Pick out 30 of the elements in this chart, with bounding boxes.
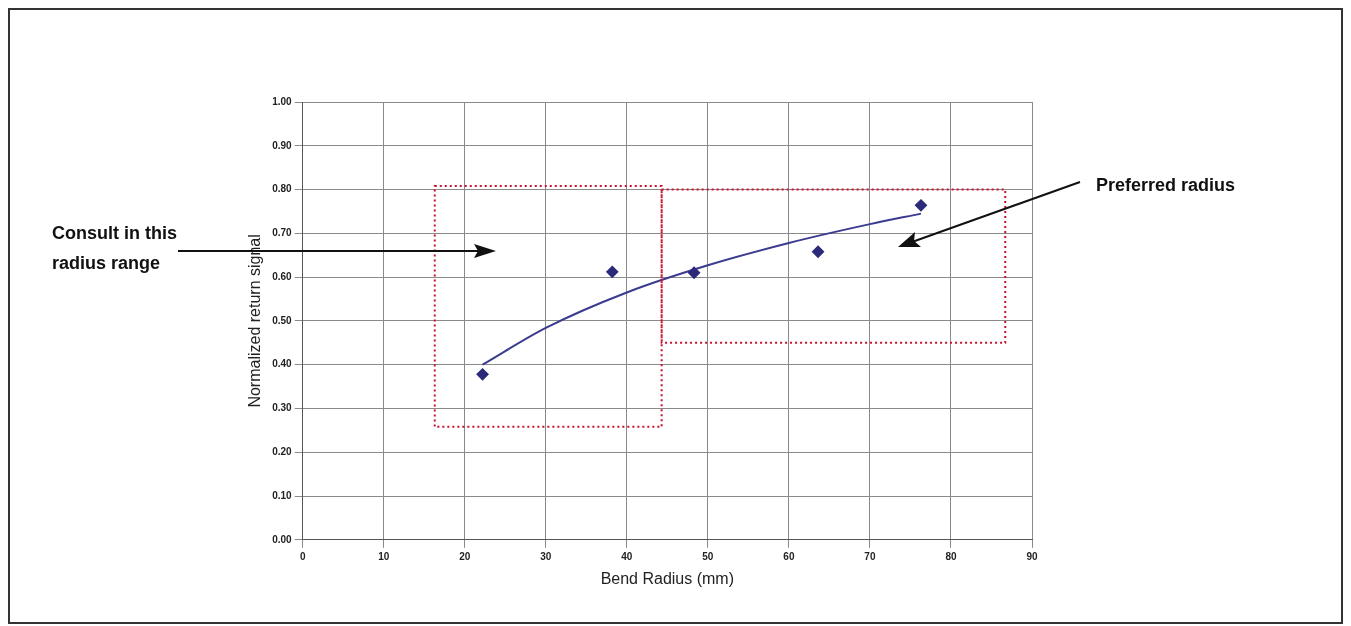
text: Consult in this radius range	[52, 222, 178, 275]
text: Preferred radius	[1096, 174, 1236, 197]
y-tick-label: 0.80	[272, 183, 293, 195]
y-tick-label: 1.00	[272, 95, 293, 107]
point	[688, 266, 701, 279]
x-axis-title: Bend Radius (mm)	[600, 569, 735, 587]
y-tick-label: 0.20	[272, 445, 293, 457]
point	[914, 199, 927, 212]
y-tick-label: 0.50	[272, 314, 293, 326]
x-tick-label: 80	[945, 550, 957, 562]
y-tick-label: 0.10	[272, 489, 293, 501]
point	[476, 368, 489, 381]
x-tick-label: 0	[299, 550, 306, 562]
x-tick-label: 50	[702, 550, 714, 562]
y-tick-label: 0.70	[272, 227, 293, 239]
y-tick-label: 0.00	[272, 533, 293, 545]
y-tick-label: 0.90	[272, 139, 293, 151]
x-tick-label: 20	[459, 550, 471, 562]
y-tick-label: 0.40	[272, 358, 293, 370]
y-tick-label: 0.60	[272, 270, 293, 282]
x-tick-label: 90	[1026, 550, 1038, 562]
point	[606, 265, 619, 278]
x-tick-label: 60	[783, 550, 795, 562]
x-tick-label: 70	[864, 550, 876, 562]
y-axis-title: Normalized return signal	[246, 234, 264, 408]
x-tick-label: 40	[621, 550, 633, 562]
point	[812, 245, 825, 258]
y-tick-label: 0.30	[272, 402, 293, 414]
x-tick-label: 10	[378, 550, 390, 562]
x-tick-label: 30	[540, 550, 552, 562]
